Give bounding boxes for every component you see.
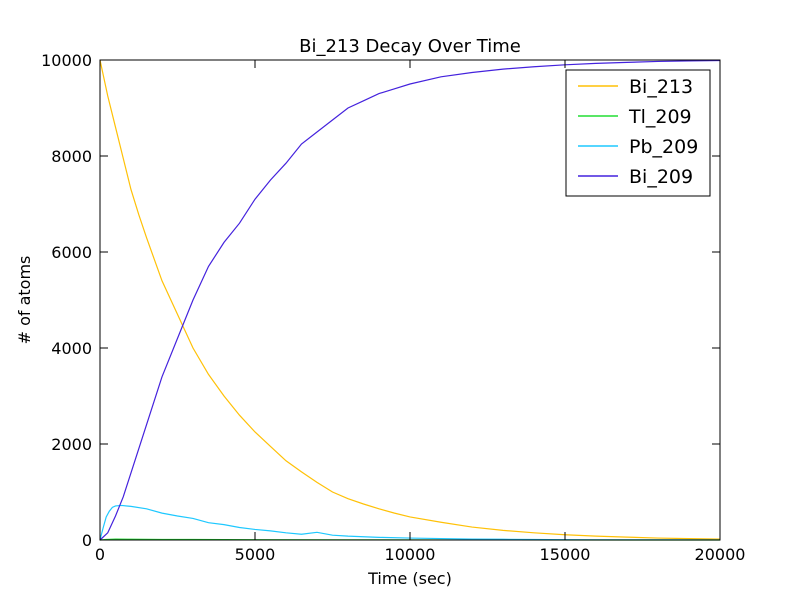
y-axis-label: # of atoms: [15, 256, 34, 345]
series-line-pb-209: [99, 504, 721, 541]
y-tick-label: 0: [82, 531, 92, 550]
y-axis-ticks: 0 2000 4000 6000 8000 10000: [41, 51, 720, 550]
y-tick-label: 6000: [51, 243, 92, 262]
x-tick-label: 15000: [540, 545, 591, 564]
x-axis-label: Time (sec): [367, 569, 452, 588]
series-line-bi-213: [99, 59, 721, 540]
plot-area: 0 5000 10000 15000 20000 0 2000 4000 6000 8000 10…: [41, 51, 745, 564]
x-tick-label: 10000: [385, 545, 436, 564]
legend: Bi_213 Tl_209 Pb_209 Bi_209: [565, 69, 711, 197]
x-tick-label: 20000: [695, 545, 746, 564]
y-tick-label: 8000: [51, 147, 92, 166]
series-line-bi-209: [99, 59, 721, 541]
y-tick-label: 4000: [51, 339, 92, 358]
legend-label: Pb_209: [629, 136, 698, 158]
y-tick-label: 10000: [41, 51, 92, 70]
x-tick-label: 0: [95, 545, 105, 564]
x-axis-ticks: 0 5000 10000 15000 20000: [95, 60, 746, 564]
legend-label: Bi_209: [629, 166, 693, 188]
y-tick-label: 2000: [51, 435, 92, 454]
legend-label: Tl_209: [628, 106, 692, 128]
chart-title: Bi_213 Decay Over Time: [299, 36, 521, 57]
legend-box: [565, 69, 711, 197]
legend-label: Bi_213: [629, 76, 693, 98]
series-layer: [99, 59, 721, 541]
x-tick-label: 5000: [235, 545, 276, 564]
